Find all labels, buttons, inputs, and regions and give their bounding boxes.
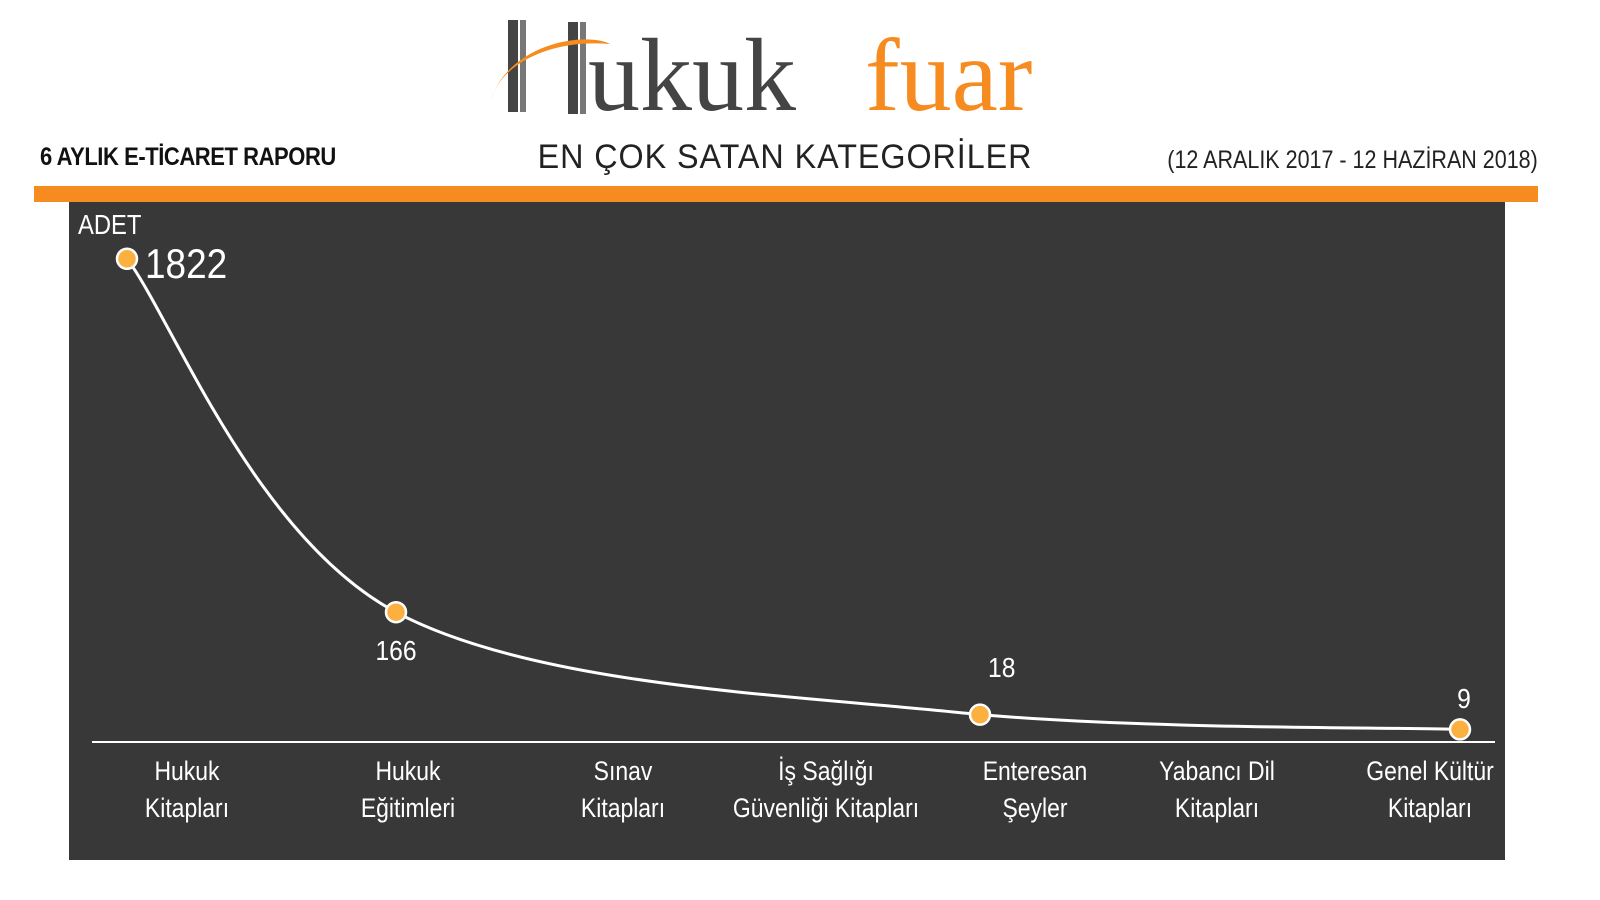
data-label: 166 (375, 635, 416, 667)
data-point (968, 703, 992, 726)
x-tick-label: Hukuk (154, 756, 219, 786)
x-tick-label: Kitapları (1388, 793, 1472, 823)
x-tick-label: Genel Kültür (1366, 756, 1494, 786)
x-tick-label: Sınav (594, 756, 653, 786)
x-tick-label: Hukuk (375, 756, 440, 786)
x-tick-label: Kitapları (581, 793, 665, 823)
x-tick-label: Güvenliği Kitapları (733, 793, 919, 823)
x-tick-label: İş Sağlığı (778, 755, 874, 786)
data-label: 1822 (145, 241, 227, 288)
data-label: 18 (988, 652, 1015, 684)
data-point (384, 600, 408, 624)
data-point (115, 247, 139, 271)
accent-bar (34, 186, 1538, 202)
x-tick-label: Eğitimleri (361, 793, 455, 823)
chart-title: EN ÇOK SATAN KATEGORİLER (537, 138, 1033, 176)
logo-text-orange: fuar (865, 18, 1032, 124)
x-tick-label: Kitapları (1175, 793, 1259, 823)
x-tick-label: Yabancı Dil (1159, 756, 1275, 786)
x-tick-label: Enteresan (983, 756, 1088, 786)
y-axis-label: ADET (78, 208, 142, 240)
x-tick-label: Şeyler (1002, 793, 1067, 823)
logo-text-dark: ukuk (588, 18, 796, 124)
report-title: 6 AYLIK E-TİCARET RAPORU (40, 143, 336, 171)
data-label: 9 (1457, 683, 1471, 715)
x-tick-label: Kitapları (145, 793, 229, 823)
data-point (1448, 718, 1472, 741)
chart-panel (69, 202, 1505, 860)
date-range: (12 ARALIK 2017 - 12 HAZİRAN 2018) (1167, 146, 1538, 174)
hukukfuar-logo: ukuk fuar (490, 18, 1032, 124)
series-line (125, 257, 1461, 731)
